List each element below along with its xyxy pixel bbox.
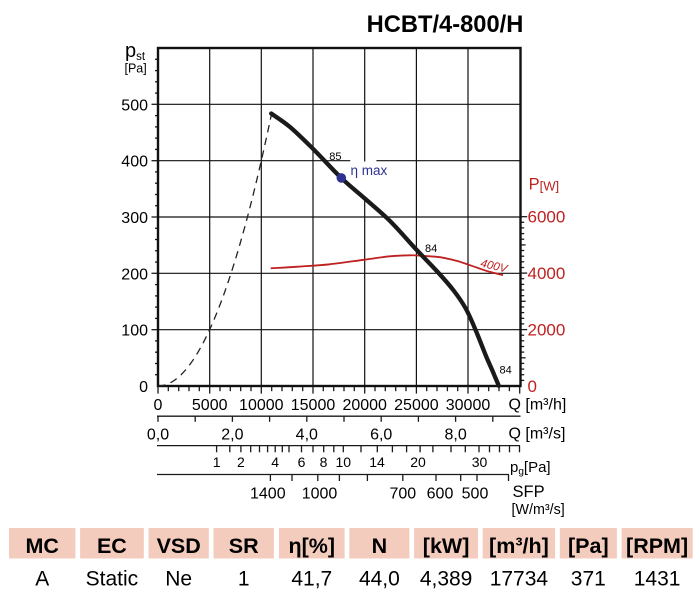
svg-text:[W/m³/s]: [W/m³/s]	[512, 502, 565, 518]
svg-text:1000: 1000	[302, 485, 338, 502]
svg-text:2: 2	[237, 454, 245, 470]
svg-text:6000: 6000	[528, 208, 566, 227]
svg-text:30: 30	[472, 454, 488, 470]
svg-text:0,0: 0,0	[147, 427, 169, 444]
svg-text:8: 8	[320, 454, 328, 470]
svg-text:2000: 2000	[528, 321, 566, 340]
svg-text:15000: 15000	[291, 397, 336, 414]
svg-text:[Pa]: [Pa]	[125, 62, 147, 76]
svg-text:η max: η max	[351, 163, 388, 178]
svg-text:[Pa]: [Pa]	[568, 534, 609, 558]
svg-text:1: 1	[238, 567, 250, 590]
svg-text:5000: 5000	[192, 397, 228, 414]
svg-text:4000: 4000	[528, 264, 566, 283]
svg-text:4,389: 4,389	[420, 567, 473, 590]
svg-text:[kW]: [kW]	[423, 534, 470, 558]
svg-text:600: 600	[427, 485, 454, 502]
svg-text:700: 700	[389, 485, 416, 502]
svg-text:N: N	[372, 534, 388, 558]
svg-text:17734: 17734	[490, 567, 549, 590]
svg-text:84: 84	[425, 243, 437, 255]
svg-text:4: 4	[271, 454, 279, 470]
svg-text:Q [m³/h]: Q [m³/h]	[509, 397, 567, 414]
svg-text:P[W]: P[W]	[529, 176, 560, 194]
svg-text:20000: 20000	[342, 397, 387, 414]
svg-text:0: 0	[154, 397, 163, 414]
svg-text:Q [m³/s]: Q [m³/s]	[509, 426, 566, 443]
svg-text:6,0: 6,0	[370, 427, 392, 444]
svg-text:0: 0	[139, 379, 148, 396]
svg-text:A: A	[35, 567, 49, 590]
svg-text:6: 6	[298, 454, 306, 470]
svg-text:8,0: 8,0	[444, 427, 466, 444]
svg-text:MC: MC	[25, 534, 58, 558]
svg-text:500: 500	[462, 485, 489, 502]
svg-text:η[%]: η[%]	[289, 534, 336, 558]
svg-text:300: 300	[121, 210, 148, 227]
svg-text:25000: 25000	[394, 397, 439, 414]
svg-text:84: 84	[500, 364, 512, 376]
svg-text:1: 1	[213, 454, 221, 470]
svg-text:10000: 10000	[239, 397, 284, 414]
svg-text:[m³/h]: [m³/h]	[489, 534, 549, 558]
svg-text:85: 85	[329, 151, 341, 163]
svg-text:30000: 30000	[446, 397, 491, 414]
svg-text:[RPM]: [RPM]	[626, 534, 688, 558]
svg-text:14: 14	[369, 454, 385, 470]
svg-text:SFP: SFP	[513, 483, 545, 501]
svg-text:371: 371	[571, 567, 606, 590]
svg-text:pg[Pa]: pg[Pa]	[510, 459, 551, 477]
svg-text:SR: SR	[229, 534, 259, 558]
svg-text:VSD: VSD	[157, 534, 201, 558]
svg-text:500: 500	[121, 97, 148, 114]
svg-text:100: 100	[121, 323, 148, 340]
svg-text:HCBT/4-800/H: HCBT/4-800/H	[367, 12, 524, 38]
svg-text:Static: Static	[86, 567, 139, 590]
svg-text:41,7: 41,7	[291, 567, 332, 590]
svg-text:1400: 1400	[250, 485, 286, 502]
svg-text:2,0: 2,0	[221, 427, 243, 444]
svg-text:4,0: 4,0	[296, 427, 318, 444]
svg-text:20: 20	[410, 454, 426, 470]
svg-text:200: 200	[121, 266, 148, 283]
svg-text:44,0: 44,0	[359, 567, 400, 590]
svg-text:Ne: Ne	[165, 567, 192, 590]
svg-text:10: 10	[336, 454, 352, 470]
svg-text:1431: 1431	[634, 567, 681, 590]
svg-text:0: 0	[528, 377, 537, 396]
svg-text:EC: EC	[97, 534, 127, 558]
svg-text:400: 400	[121, 154, 148, 171]
